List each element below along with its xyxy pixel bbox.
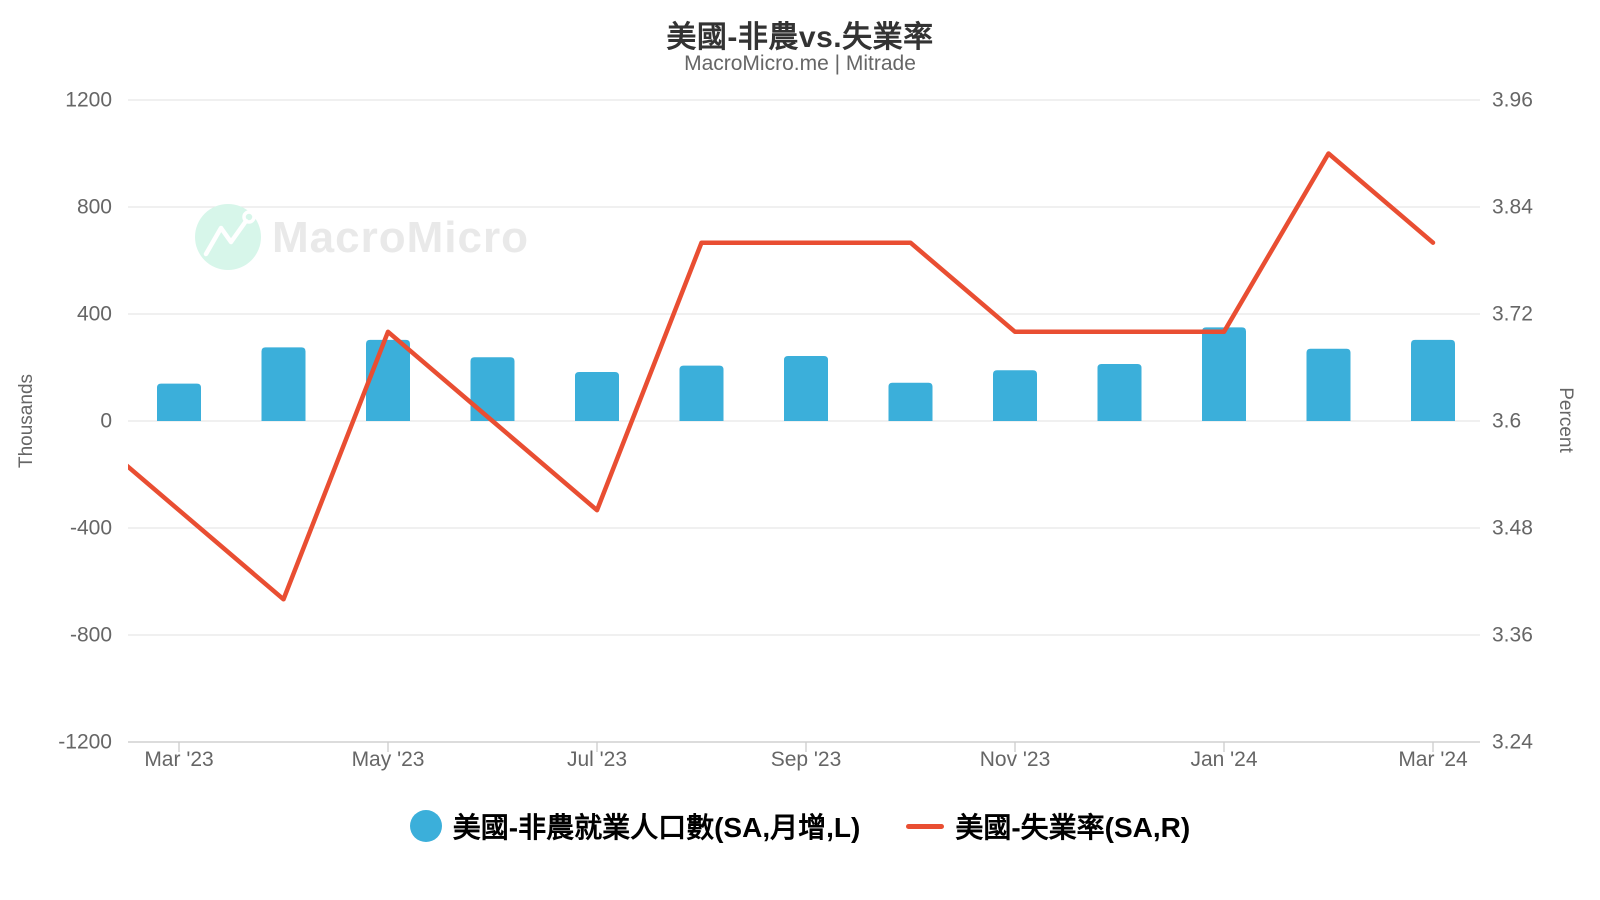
right-axis-tick-label: 3.72 bbox=[1492, 303, 1533, 326]
chart-subtitle: MacroMicro.me | Mitrade bbox=[684, 52, 916, 75]
right-axis-tick-label: 3.24 bbox=[1492, 731, 1533, 754]
chart-plot-area[interactable]: 1200 3.96 800 3.84 400 3.72 0 3.6 -400 3.48 -800 3.… bbox=[0, 0, 1600, 795]
right-axis-tick-label: 3.84 bbox=[1492, 196, 1533, 219]
nfp-bar-may23[interactable] bbox=[366, 339, 410, 421]
nfp-bar-mar23[interactable] bbox=[157, 383, 201, 421]
x-axis-tick-label: Nov '23 bbox=[980, 748, 1051, 771]
left-axis-tick-label: -800 bbox=[70, 624, 112, 647]
nfp-bar-jan24[interactable] bbox=[1202, 327, 1246, 421]
nfp-bar-jun23[interactable] bbox=[470, 357, 515, 421]
nfp-bar-nov23[interactable] bbox=[993, 370, 1037, 421]
left-axis-title: Thousands bbox=[16, 374, 37, 468]
legend-item-unemployment-rate[interactable]: 美國-失業率(SA,R) bbox=[906, 806, 1190, 846]
legend-item-nonfarm-payrolls[interactable]: 美國-非農就業人口數(SA,月增,L) bbox=[409, 806, 861, 846]
right-axis-tick-label: 3.96 bbox=[1492, 89, 1533, 112]
right-axis-tick-label: 3.48 bbox=[1492, 517, 1533, 540]
right-axis-tick-label: 3.36 bbox=[1492, 624, 1533, 647]
left-axis-tick-label: 1200 bbox=[65, 89, 112, 112]
left-axis-tick-label: 800 bbox=[77, 196, 112, 219]
x-axis-tick-label: Jan '24 bbox=[1190, 748, 1257, 771]
x-axis-tick-label: Mar '24 bbox=[1398, 748, 1468, 771]
nfp-bar-aug23[interactable] bbox=[679, 365, 724, 421]
nfp-bar-sep23[interactable] bbox=[784, 356, 828, 421]
legend-label-nonfarm: 美國-非農就業人口數(SA,月增,L) bbox=[452, 812, 861, 843]
right-axis-tick-label: 3.6 bbox=[1492, 410, 1521, 433]
macromicro-watermark: MacroMicro bbox=[195, 204, 529, 270]
legend: 美國-非農就業人口數(SA,月增,L) 美國-失業率(SA,R) bbox=[0, 806, 1600, 846]
left-axis-tick-label: -400 bbox=[70, 517, 112, 540]
nfp-bar-dec23[interactable] bbox=[1097, 364, 1142, 421]
legend-label-unemployment: 美國-失業率(SA,R) bbox=[955, 812, 1191, 843]
chart-svg: 1200 3.96 800 3.84 400 3.72 0 3.6 -400 3.48 -800 3.… bbox=[16, 89, 1576, 772]
nfp-bar-feb24[interactable] bbox=[1306, 348, 1351, 421]
x-axis-tick-label: May '23 bbox=[352, 748, 425, 771]
left-axis-tick-label: -1200 bbox=[58, 731, 112, 754]
nfp-bar-mar24[interactable] bbox=[1411, 339, 1455, 421]
legend-circle-marker bbox=[409, 810, 442, 842]
left-axis-tick-label: 0 bbox=[100, 410, 112, 433]
unemployment-line[interactable] bbox=[75, 151, 1436, 602]
x-axis-tick-label: Mar '23 bbox=[144, 748, 213, 771]
chart-title: 美國-非農vs.失業率 bbox=[666, 21, 934, 54]
nfp-bar-apr23[interactable] bbox=[261, 347, 306, 421]
x-axis-tick-label: Sep '23 bbox=[771, 748, 842, 771]
legend-line-marker bbox=[906, 823, 945, 829]
right-axis-title: Percent bbox=[1555, 387, 1576, 453]
svg-text:MacroMicro: MacroMicro bbox=[272, 213, 529, 262]
x-axis-tick-label: Jul '23 bbox=[567, 748, 627, 771]
left-axis-tick-label: 400 bbox=[77, 303, 112, 326]
nfp-bar-oct23[interactable] bbox=[888, 382, 933, 421]
nfp-bar-jul23[interactable] bbox=[575, 372, 619, 421]
